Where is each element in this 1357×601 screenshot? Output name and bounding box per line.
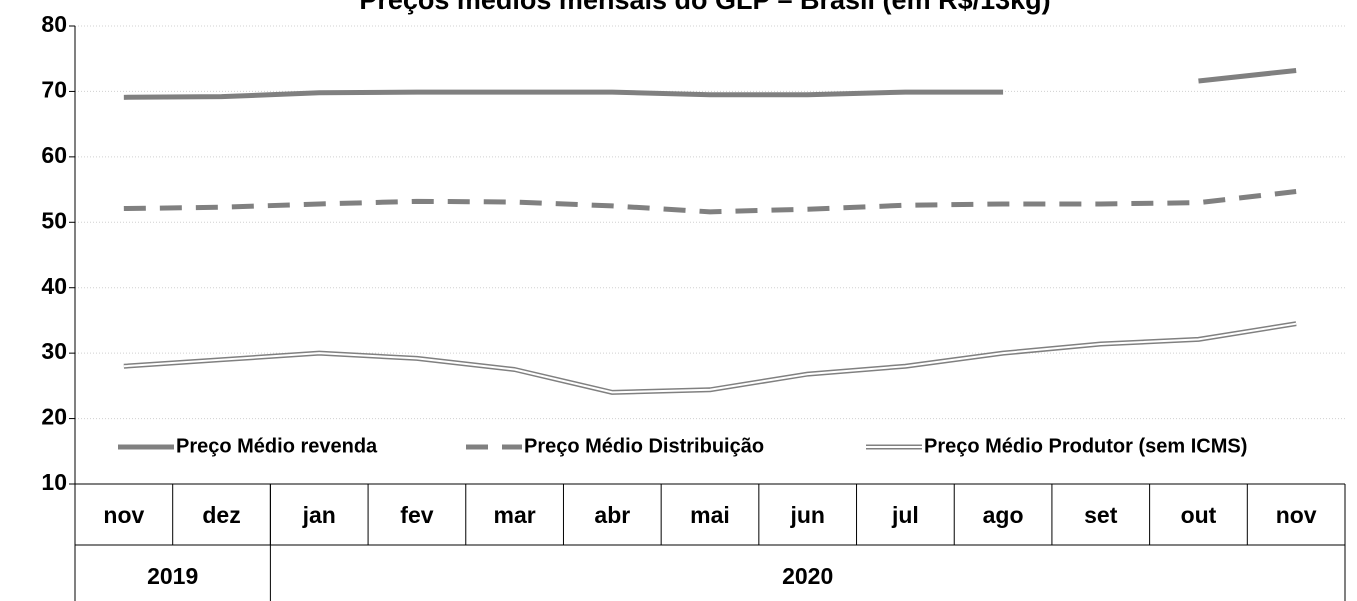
x-tick-label: mar [494, 502, 536, 528]
x-tick-label: jun [789, 502, 825, 528]
series-line [123, 322, 1297, 394]
x-tick-label: nov [103, 502, 144, 528]
x-tick-label: ago [983, 502, 1024, 528]
x-tick-label: set [1084, 502, 1118, 528]
x-tick-label: mai [690, 502, 730, 528]
y-tick-label: 60 [41, 142, 67, 168]
series-line [1198, 68, 1297, 84]
legend-label: Preço Médio Produtor (sem ICMS) [924, 435, 1247, 457]
x-tick-label: jul [891, 502, 919, 528]
chart-title: Preços médios mensais do GLP – Brasil (e… [359, 0, 1050, 15]
legend-label: Preço Médio revenda [176, 435, 378, 457]
x-tick-label: fev [400, 502, 433, 528]
y-tick-label: 70 [41, 77, 67, 103]
y-tick-label: 50 [41, 207, 67, 233]
y-tick-label: 10 [41, 469, 67, 495]
series-line [123, 321, 1297, 395]
x-tick-label: abr [594, 502, 630, 528]
year-label: 2020 [782, 563, 833, 589]
series-line [123, 89, 1004, 100]
x-tick-label: dez [202, 502, 240, 528]
y-tick-label: 30 [41, 338, 67, 364]
x-tick-label: nov [1276, 502, 1317, 528]
y-tick-label: 80 [41, 11, 67, 37]
x-tick-label: out [1181, 502, 1217, 528]
y-tick-label: 40 [41, 273, 67, 299]
year-label: 2019 [147, 563, 198, 589]
series-line [123, 189, 1297, 215]
legend-label: Preço Médio Distribuição [524, 435, 764, 457]
x-tick-label: jan [302, 502, 336, 528]
y-tick-label: 20 [41, 404, 67, 430]
